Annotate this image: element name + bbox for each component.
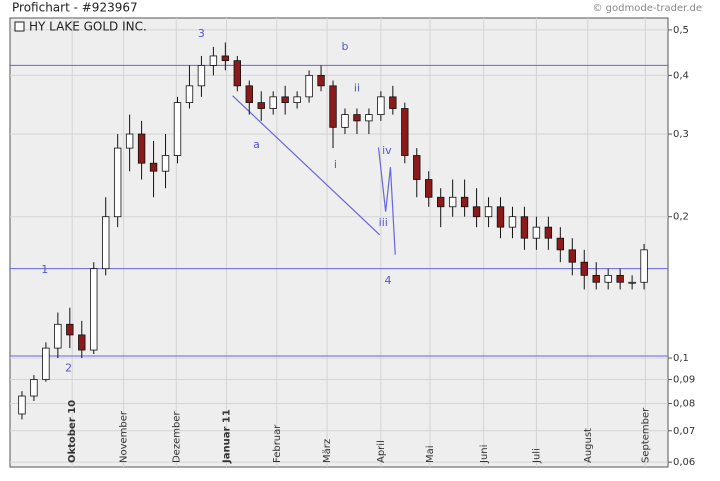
candle-body: [520, 216, 529, 239]
wave-label: 2: [65, 361, 72, 374]
candle-body: [425, 179, 433, 198]
candle-body: [472, 206, 481, 218]
candle-body: [66, 323, 74, 336]
candle-body: [305, 74, 313, 98]
wave-label: iv: [382, 144, 392, 157]
candle-body: [281, 96, 289, 104]
candle-body: [365, 114, 373, 122]
x-tick-label: März: [322, 439, 333, 463]
page-title: Profichart - #923967: [12, 1, 138, 15]
x-tick-label: Februar: [272, 424, 283, 463]
candle-body: [437, 196, 445, 208]
candle-body: [628, 281, 636, 284]
wave-line: [377, 147, 396, 255]
candle-body: [209, 55, 218, 66]
wave-label: 3: [198, 27, 205, 40]
candle-body: [30, 379, 38, 397]
y-tick-label: 0,09: [673, 375, 695, 386]
candle-body: [221, 55, 230, 62]
candle-body: [401, 108, 409, 156]
candle-body: [257, 102, 265, 109]
copyright: © godmode-trader.de: [593, 3, 703, 14]
candle-body: [245, 85, 253, 104]
wave-label: a: [253, 138, 260, 151]
y-tick-label: 0,5: [673, 25, 689, 36]
x-tick-label: Oktober 10: [67, 400, 78, 463]
candle-body: [54, 323, 62, 349]
candle-body: [149, 162, 158, 172]
y-tick-label: 0,2: [673, 212, 689, 223]
x-tick-label: November: [119, 410, 130, 463]
candle-body: [233, 60, 241, 87]
wave-label: ii: [354, 82, 360, 95]
legend-swatch: [14, 21, 25, 32]
candle-body: [413, 155, 421, 180]
candle-body: [161, 155, 170, 172]
candle-body: [317, 74, 325, 87]
x-tick-label: Dezember: [171, 411, 182, 463]
x-tick-label: April: [376, 440, 387, 463]
candle-body: [580, 261, 588, 276]
candle-body: [448, 196, 457, 208]
y-tick-label: 0,07: [673, 426, 695, 437]
candle-body: [544, 226, 553, 239]
candle-body: [78, 334, 86, 351]
candle-body: [592, 274, 600, 283]
candle-body: [532, 226, 541, 239]
wave-label: 4: [385, 274, 392, 287]
candle-body: [329, 85, 337, 128]
candle-body: [377, 96, 385, 116]
x-tick-label: Juni: [479, 445, 490, 464]
candle-body: [185, 85, 194, 104]
candle-body: [113, 147, 122, 218]
candle-body: [42, 347, 50, 380]
candle-body: [508, 216, 517, 228]
candle-body: [125, 133, 134, 149]
candle-body: [604, 274, 612, 283]
wave-label: i: [334, 158, 337, 171]
y-tick-label: 0,08: [673, 399, 695, 410]
candle-body: [353, 114, 361, 122]
wave-label: b: [341, 40, 348, 53]
candle-body: [389, 96, 397, 109]
candle-body: [102, 216, 110, 270]
candle-body: [197, 65, 206, 87]
candle-body: [173, 102, 182, 156]
y-tick-label: 0,4: [673, 70, 689, 81]
x-tick-label: Mai: [425, 445, 436, 463]
candle-body: [293, 96, 301, 104]
candle-body: [269, 96, 277, 109]
candle-body: [460, 196, 469, 208]
candle-body: [568, 249, 576, 263]
y-tick-label: 0,1: [673, 353, 689, 364]
candle-body: [616, 274, 624, 283]
wave-label: 1: [41, 263, 48, 276]
y-tick-label: 0,3: [673, 129, 689, 140]
x-tick-label: Juli: [531, 448, 542, 464]
y-tick-label: 0,06: [673, 457, 695, 468]
candle-body: [496, 206, 505, 228]
candle-body: [90, 268, 98, 351]
candle-body: [556, 237, 565, 251]
x-tick-label: Januar 11: [222, 409, 233, 464]
x-tick-label: August: [583, 428, 594, 463]
wave-label: iii: [379, 216, 388, 229]
candle-body: [137, 133, 146, 164]
candle-body: [341, 114, 349, 128]
candle-body: [640, 249, 648, 283]
x-tick-label: September: [640, 407, 651, 463]
candle-body: [18, 395, 26, 415]
wave-line: [232, 95, 381, 236]
candle-body: [484, 206, 493, 218]
legend-label: HY LAKE GOLD INC.: [29, 20, 147, 34]
